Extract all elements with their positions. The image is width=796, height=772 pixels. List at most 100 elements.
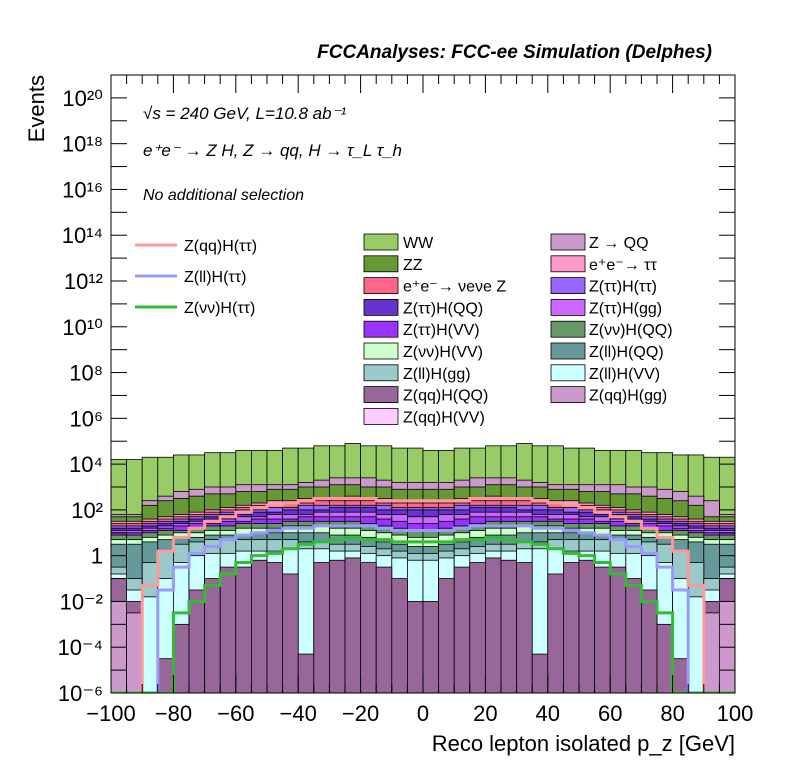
- y-tick-label: 1: [91, 544, 103, 569]
- legend-label-z-qq-h-vv: Z(qq)H(VV): [403, 409, 485, 426]
- y-axis-label: Events: [24, 75, 49, 142]
- signal-line-z-qq-h: [111, 496, 735, 693]
- legend-swatch-z-h-vv: [363, 320, 399, 338]
- legend-swatch-z-qq-h-gg: [550, 386, 586, 404]
- legend-label-e-e: e⁺e⁻→ ττ: [589, 257, 657, 274]
- y-tick-label: 10⁻⁴: [57, 635, 103, 660]
- annotation-energy: √s = 240 GeV, L=10.8 ab⁻¹: [143, 104, 347, 123]
- legend-label-z-ll-h-vv: Z(ll)H(VV): [589, 366, 660, 383]
- legend-swatch-z-ll-h-qq: [550, 342, 586, 360]
- annotation-selection: No additional selection: [143, 187, 304, 204]
- x-tick-label: 60: [598, 701, 622, 726]
- bar-z-qq-h-qq-bin-4: [172, 623, 190, 693]
- legend-label-z-qq-h-gg: Z(qq)H(gg): [589, 388, 667, 405]
- x-tick-label: 80: [660, 701, 684, 726]
- legend-label-z-ll-h: Z(ll)H(ττ): [184, 269, 246, 286]
- legend-swatch-z-h-qq: [550, 320, 586, 338]
- x-tick-label: 20: [473, 701, 497, 726]
- legend-swatch-z-qq: [550, 233, 586, 251]
- legend-swatch-z-qq-h-vv: [363, 407, 399, 425]
- legend-label-z-qq: Z → QQ: [589, 235, 649, 252]
- bar-z-qq-h-qq-bin-13: [313, 562, 330, 693]
- y-tick-label: 10¹²: [64, 269, 103, 294]
- bar-z-qq-h-qq-bin-5: [188, 589, 205, 693]
- annotation-process: e⁺e⁻ → Z H, Z → qq, H → τ_L τ_h: [143, 141, 402, 160]
- legend-swatch-e-e-e-e-z: [363, 277, 399, 295]
- bar-z-qq-h-qq-bin-18: [391, 578, 408, 693]
- legend-label-z-qq-h: Z(qq)H(ττ): [184, 238, 257, 255]
- bar-z-ll-h-vv-bin-2: [141, 596, 159, 693]
- legend-swatch-z-h-gg: [550, 298, 586, 316]
- bar-z-qq-h-qq-bin-15: [344, 557, 362, 693]
- bar-z-qq-h-qq-bin-19: [406, 601, 424, 693]
- y-tick-label: 10⁴: [69, 452, 103, 477]
- bar-z-qq-h-qq-bin-17: [375, 566, 393, 693]
- x-tick-label: 100: [717, 701, 754, 726]
- y-tick-label: 10¹⁸: [62, 132, 103, 157]
- bar-z-qq-h-qq-bin-20: [422, 601, 440, 693]
- legend-swatch-e-e: [550, 255, 586, 273]
- y-tick-label: 10¹⁰: [62, 315, 103, 340]
- bar-z-qq-h-qq-bin-22: [453, 566, 471, 693]
- legend-swatch-ww: [363, 233, 399, 251]
- bar-z-qq-h-qq-bin-9: [250, 559, 268, 693]
- bar-z-qq-h-qq-bin-23: [469, 562, 486, 693]
- y-tick-label: 10⁸: [69, 361, 103, 386]
- bar-z-qq-h-qq-bin-25: [500, 559, 518, 693]
- legend-label-z-h-qq: Z(ττ)H(QQ): [403, 300, 483, 317]
- bar-z-qq-h-qq-bin-31: [594, 566, 611, 693]
- y-tick-label: 10⁻²: [60, 589, 103, 614]
- bar-z-qq-h-qq-bin-24: [484, 557, 502, 693]
- legend-label-z-h: Z(ττ)H(ττ): [589, 279, 657, 296]
- y-tick-label: 10⁶: [69, 406, 103, 431]
- bar-z-ll-h-vv-bin-37: [687, 596, 705, 693]
- chart-title: FCCAnalyses: FCC-ee Simulation (Delphes): [317, 42, 712, 63]
- bar-z-qq-h-qq-bin-28: [547, 573, 564, 693]
- x-tick-label: −60: [217, 701, 254, 726]
- y-tick-label: 10¹⁴: [62, 223, 103, 248]
- x-tick-label: 0: [417, 701, 429, 726]
- bar-z-qq-h-qq-bin-29: [563, 562, 580, 693]
- legend-label-z-h: Z(νν)H(ττ): [184, 300, 255, 317]
- legend-swatch-zz: [363, 255, 399, 273]
- bar-z-qq-h-qq-bin-33: [625, 578, 642, 693]
- bar-z-qq-h-gg-bin-38: [703, 612, 720, 693]
- legend-swatch-z-h-qq: [363, 298, 399, 316]
- bar-z-qq-h-gg-bin-1: [126, 612, 143, 693]
- legend-swatch-z-ll-h-gg: [363, 364, 399, 382]
- bar-z-qq-h-qq-bin-14: [328, 559, 346, 693]
- signal-line-z-ll-h: [111, 524, 735, 693]
- stack-group: [111, 443, 735, 693]
- bar-z-qq-h-qq-bin-16: [360, 562, 377, 693]
- bar-z-qq-h-qq-bin-30: [578, 559, 596, 693]
- bar-z-qq-h-qq-bin-11: [282, 573, 299, 693]
- legend-swatch-z-ll-h-vv: [550, 364, 586, 382]
- y-tick-label: 10⁻⁶: [58, 681, 103, 706]
- bar-z-qq-h-qq-bin-32: [609, 566, 627, 693]
- bar-z-qq-h-qq-bin-35: [656, 623, 674, 693]
- y-tick-label: 10²: [71, 498, 103, 523]
- bar-z-qq-h-qq-bin-36: [672, 658, 689, 693]
- legend-swatch-z-qq-h-qq: [363, 386, 399, 404]
- bar-z-qq-h-qq-bin-7: [219, 566, 237, 693]
- bar-z-qq-h-qq-bin-27: [531, 653, 549, 693]
- signal-line-z-h: [111, 535, 735, 693]
- y-tick-label: 10¹⁶: [62, 177, 103, 202]
- x-tick-label: −100: [86, 701, 136, 726]
- bar-z-qq-h-qq-bin-8: [235, 566, 252, 693]
- bar-z-qq-h-qq-bin-34: [641, 589, 658, 693]
- bar-z-qq-h-qq-bin-6: [204, 578, 221, 693]
- legend-label-z-qq-h-qq: Z(qq)H(QQ): [403, 388, 488, 405]
- legend-label-z-h-qq: Z(νν)H(QQ): [589, 322, 673, 339]
- legend-label-ww: WW: [403, 235, 434, 252]
- legend-label-z-h-vv: Z(νν)H(VV): [403, 344, 483, 361]
- x-tick-label: −40: [280, 701, 317, 726]
- x-axis-label: Reco lepton isolated p_z [GeV]: [432, 731, 735, 756]
- y-tick-label: 10²⁰: [62, 86, 103, 111]
- legend-label-zz: ZZ: [403, 257, 423, 274]
- bar-z-qq-h-qq-bin-10: [266, 562, 284, 693]
- legend-label-e-e-e-e-z: e⁺e⁻→ νeνe Z: [403, 279, 506, 296]
- legend-label-z-ll-h-gg: Z(ll)H(gg): [403, 366, 471, 383]
